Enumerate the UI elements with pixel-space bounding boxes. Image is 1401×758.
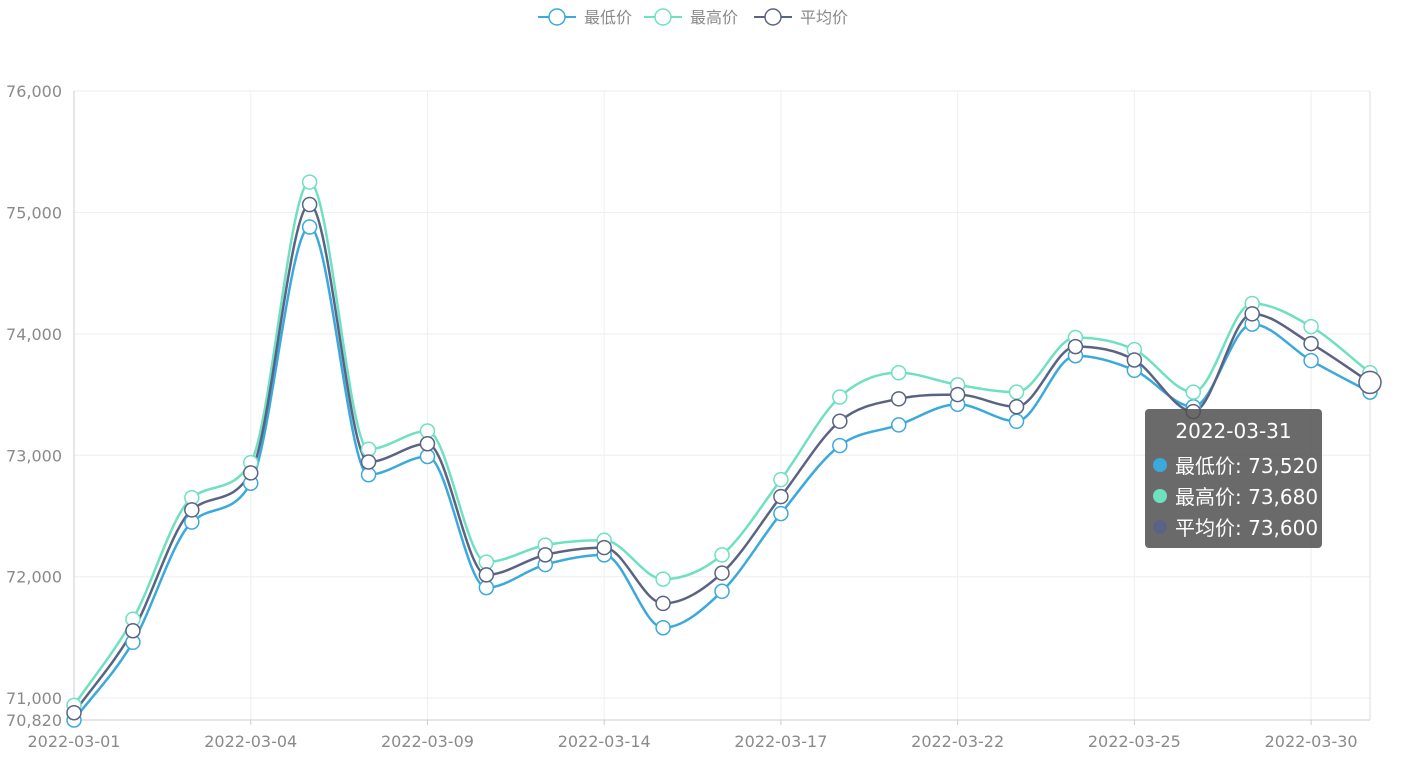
data-point-1 xyxy=(655,571,671,587)
data-point-0 xyxy=(301,219,318,235)
legend-label: 最低价 xyxy=(584,8,632,27)
data-point-0 xyxy=(655,619,671,636)
data-point-2 xyxy=(596,539,612,556)
data-point-1 xyxy=(832,389,848,405)
data-point-2 xyxy=(714,565,730,581)
data-point-1 xyxy=(714,547,730,563)
chart-legend[interactable]: 最低价 最高价 平均价 xyxy=(538,8,848,27)
legend-circle-icon xyxy=(548,8,566,26)
data-point-0 xyxy=(1008,413,1025,430)
data-point-2 xyxy=(949,386,966,403)
x-tick-label: 2022-03-04 xyxy=(204,732,297,751)
y-tick-label: 76,000 xyxy=(6,82,62,101)
y-tick-label: 70,820 xyxy=(6,711,62,730)
data-point-2 xyxy=(125,623,141,639)
data-point-0 xyxy=(714,583,730,600)
tooltip-row-min: 最低价: 73,520 xyxy=(1153,449,1322,480)
data-point-2 xyxy=(184,502,200,518)
y-tick-label: 72,000 xyxy=(6,568,62,587)
data-point-2 xyxy=(360,454,377,470)
data-point-2 xyxy=(419,436,436,452)
data-point-2 xyxy=(1244,306,1260,322)
data-point-1 xyxy=(1303,318,1319,335)
tooltip-marker-min xyxy=(1153,457,1167,472)
data-point-1 xyxy=(478,554,495,570)
tooltip-label-avg: 平均价: 73,600 xyxy=(1175,516,1319,540)
tooltip-label-max: 最高价: 73,680 xyxy=(1175,485,1319,509)
data-point-2 xyxy=(537,547,554,563)
data-point-1 xyxy=(301,174,318,190)
y-tick-label: 75,000 xyxy=(6,203,62,222)
y-tick-label: 74,000 xyxy=(6,325,62,344)
tooltip-row-avg: 平均价: 73,600 xyxy=(1153,511,1322,542)
data-point-2 xyxy=(478,567,495,583)
tooltip-marker-avg xyxy=(1153,519,1167,534)
x-tick-label: 2022-03-17 xyxy=(734,732,827,751)
x-tick-label: 2022-03-14 xyxy=(558,732,651,751)
legend-label: 最高价 xyxy=(690,8,738,27)
legend-item-2[interactable]: 平均价 xyxy=(754,8,848,27)
chart-axes: 70,820 71,000 72,000 73,000 74,000 75,000 76,0… xyxy=(6,82,1371,751)
data-point-2 xyxy=(66,704,82,721)
data-point-2 xyxy=(655,595,671,612)
data-point-1 xyxy=(1008,384,1025,400)
data-point-2 xyxy=(1008,398,1025,415)
tooltip-marker-max xyxy=(1153,488,1167,503)
data-point-1 xyxy=(773,471,789,488)
data-point-0 xyxy=(890,417,907,433)
data-point-2 xyxy=(1303,335,1319,352)
data-point-0 xyxy=(360,466,377,483)
data-point-2 xyxy=(1358,370,1382,395)
data-point-2 xyxy=(1067,338,1084,355)
legend-label: 平均价 xyxy=(800,8,848,27)
chart-tooltip: 2022-03-31 最低价: 73,520 最高价: 73,680 平均价: … xyxy=(1145,409,1322,548)
legend-item-0[interactable]: 最低价 xyxy=(538,8,632,27)
data-point-2 xyxy=(832,413,848,430)
data-point-0 xyxy=(1303,352,1319,369)
data-point-1 xyxy=(419,423,436,439)
data-point-1 xyxy=(890,364,907,381)
legend-circle-icon xyxy=(654,8,672,26)
x-tick-label: 2022-03-09 xyxy=(381,732,474,751)
legend-item-1[interactable]: 最高价 xyxy=(644,8,738,27)
data-point-0 xyxy=(419,448,436,465)
x-tick-label: 2022-03-22 xyxy=(911,732,1004,751)
data-point-1 xyxy=(360,441,377,457)
data-point-2 xyxy=(1126,352,1143,368)
x-tick-label: 2022-03-25 xyxy=(1088,732,1181,751)
tooltip-row-max: 最高价: 73,680 xyxy=(1153,480,1322,511)
tooltip-label-min: 最低价: 73,520 xyxy=(1175,454,1319,478)
data-point-0 xyxy=(478,579,495,596)
data-point-0 xyxy=(832,437,848,454)
x-tick-label: 2022-03-30 xyxy=(1265,732,1358,751)
tooltip-title: 2022-03-31 xyxy=(1175,419,1292,443)
y-tick-label: 71,000 xyxy=(6,689,62,708)
data-point-2 xyxy=(242,465,259,481)
y-tick-label: 73,000 xyxy=(6,446,62,465)
data-point-2 xyxy=(301,196,318,213)
data-point-0 xyxy=(773,505,789,522)
data-point-1 xyxy=(1185,384,1202,400)
data-point-2 xyxy=(890,391,907,407)
data-point-2 xyxy=(773,488,789,505)
legend-circle-icon xyxy=(764,8,782,26)
x-tick-label: 2022-03-01 xyxy=(28,732,121,751)
